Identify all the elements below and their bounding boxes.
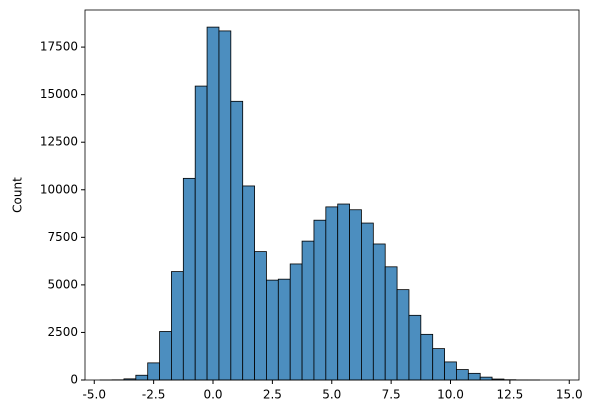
x-tick-label: 7.5	[382, 388, 401, 402]
bar	[136, 375, 148, 380]
bar	[350, 210, 362, 380]
y-tick-label: 12500	[40, 135, 78, 149]
bar	[480, 377, 492, 380]
bar	[183, 178, 195, 380]
bar	[266, 280, 278, 380]
bar	[385, 267, 397, 380]
bar	[397, 290, 409, 380]
x-tick-label: 10.0	[437, 388, 464, 402]
y-tick-label: 7500	[47, 230, 78, 244]
bar	[326, 207, 338, 380]
bar	[255, 252, 267, 380]
y-tick-label: 10000	[40, 182, 78, 196]
x-tick-label: 5.0	[322, 388, 341, 402]
bar	[433, 349, 445, 380]
bar	[171, 272, 183, 380]
bar	[231, 101, 243, 380]
bar	[278, 279, 290, 380]
x-tick-label: 0.0	[203, 388, 222, 402]
y-tick-label: 17500	[40, 40, 78, 54]
bar	[409, 315, 421, 380]
y-tick-label: 5000	[47, 277, 78, 291]
y-tick-label: 2500	[47, 325, 78, 339]
bar	[456, 370, 468, 380]
bar	[160, 331, 172, 380]
bar	[290, 264, 302, 380]
x-tick-label: 15.0	[556, 388, 583, 402]
bar	[195, 86, 207, 380]
bar	[302, 241, 314, 380]
x-tick-label: -2.5	[142, 388, 165, 402]
bar	[421, 334, 433, 380]
y-tick-label: 15000	[40, 87, 78, 101]
bar	[314, 220, 326, 380]
y-axis-label: Count	[11, 177, 25, 213]
bar	[445, 362, 457, 380]
bar	[373, 244, 385, 380]
x-tick-label: 2.5	[263, 388, 282, 402]
bar	[338, 204, 350, 380]
bar	[207, 27, 219, 380]
bar	[468, 373, 480, 380]
bar	[361, 223, 373, 380]
y-tick-label: 0	[70, 373, 78, 387]
bar	[219, 31, 231, 380]
bar	[243, 186, 255, 380]
x-tick-label: -5.0	[83, 388, 106, 402]
x-tick-label: 12.5	[497, 388, 524, 402]
bar	[148, 363, 160, 380]
